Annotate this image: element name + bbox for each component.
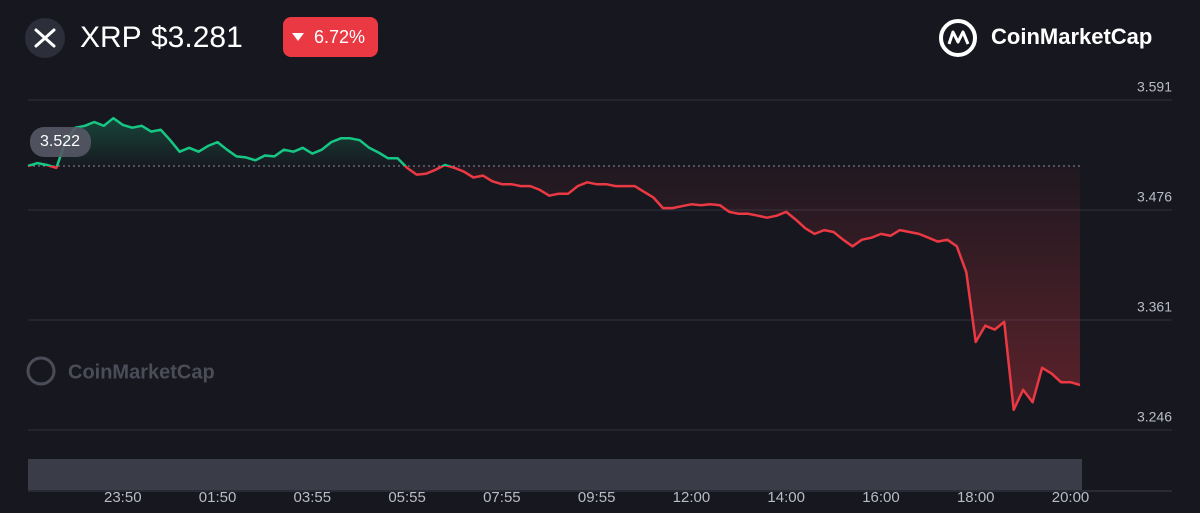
watermark-logo <box>26 356 56 386</box>
x-tick-label: 14:00 <box>767 489 805 506</box>
brand: CoinMarketCap <box>991 24 1152 49</box>
y-tick-label: 3.476 <box>1137 189 1172 205</box>
x-tick-label: 09:55 <box>578 489 616 506</box>
brand-logo <box>939 19 977 57</box>
price-line <box>27 116 1081 412</box>
x-tick-label: 20:00 <box>1052 489 1090 506</box>
volume-band <box>28 459 1082 490</box>
x-tick-label: 01:50 <box>199 489 237 506</box>
area <box>28 118 1080 410</box>
x-tick-label: 23:50 <box>104 489 142 506</box>
baseline-label-box <box>30 127 91 157</box>
x-tick-label: 03:55 <box>294 489 332 506</box>
x-tick-label: 16:00 <box>862 489 900 506</box>
y-tick-label: 3.246 <box>1137 409 1172 425</box>
x-tick-label: 07:55 <box>483 489 521 506</box>
change-badge <box>283 17 378 57</box>
x-tick-label: 18:00 <box>957 489 995 506</box>
x-tick-label: 12:00 <box>673 489 711 506</box>
coin-icon-mark <box>34 28 56 48</box>
brand-logo-mark <box>947 30 970 45</box>
y-tick-label: 3.361 <box>1137 299 1172 315</box>
down-arrow <box>292 33 304 41</box>
x-tick-label: 05:55 <box>388 489 426 506</box>
watermark: CoinMarketCap <box>68 361 215 383</box>
price: $3.281 <box>151 21 243 54</box>
symbol: XRP <box>80 21 142 54</box>
baseline-label: 3.522 <box>40 133 80 150</box>
y-tick-label: 3.591 <box>1137 79 1172 95</box>
plot: 3.246 3.361 3.476 3.591 3.522 23:50 01:50 03:55… <box>27 79 1172 506</box>
change: 6.72% <box>314 27 365 47</box>
